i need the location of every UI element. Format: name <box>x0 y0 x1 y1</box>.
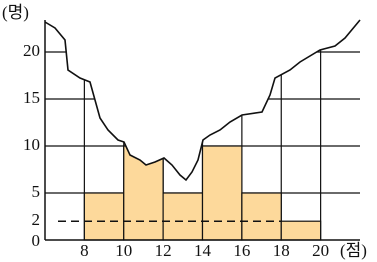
chart: (명) (점) 0 2 5 10 15 20 8 10 12 14 16 18 20 <box>0 0 377 262</box>
bar <box>163 193 202 240</box>
y-axis-label: (명) <box>2 3 29 22</box>
bar <box>203 146 242 240</box>
y-tick-label: 15 <box>23 88 40 107</box>
y-tick-label: 5 <box>32 182 41 201</box>
x-tick-label: 14 <box>194 241 212 260</box>
x-axis-label: (점) <box>340 241 367 260</box>
y-tick-label: 10 <box>23 135 40 154</box>
y-tick-label: 20 <box>23 41 40 60</box>
x-tick-label: 16 <box>233 241 250 260</box>
x-tick-label: 10 <box>115 241 132 260</box>
bar <box>242 193 281 240</box>
y-tick-label: 2 <box>32 210 41 229</box>
x-tick-label: 20 <box>312 241 329 260</box>
x-tick-label: 18 <box>273 241 290 260</box>
x-tick-label: 8 <box>80 241 89 260</box>
bar <box>84 193 123 240</box>
y-tick-label: 0 <box>32 231 41 250</box>
x-tick-label: 12 <box>155 241 172 260</box>
bar <box>281 221 320 240</box>
